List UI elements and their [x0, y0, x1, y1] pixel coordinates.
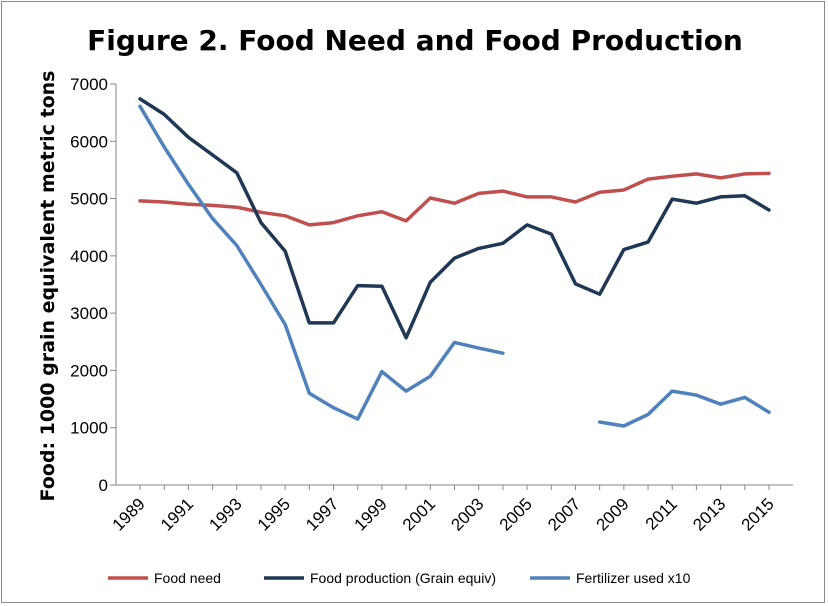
x-tick-label: 1999	[351, 494, 391, 534]
y-tick-label: 2000	[70, 361, 108, 380]
x-tick-label: 2005	[496, 494, 536, 534]
series-line-1	[138, 97, 771, 340]
y-tick-label: 7000	[70, 75, 108, 94]
series-lines	[138, 97, 771, 428]
x-tick-label: 2007	[544, 494, 584, 534]
legend-label-2: Fertilizer used x10	[576, 570, 691, 586]
x-tick-label: 2001	[399, 494, 439, 534]
y-tick-label: 5000	[70, 190, 108, 209]
y-tick-label: 3000	[70, 304, 108, 323]
axes	[110, 83, 793, 490]
y-axis-label: Food: 1000 grain equivalent metric tons	[37, 71, 59, 502]
x-tick-labels: 1989 1991 1993 1995 1997 1999 2001 2003 2005 2007…	[109, 494, 778, 534]
y-tick-label: 0	[99, 476, 108, 495]
legend-label-1: Food production (Grain equiv)	[310, 570, 496, 586]
x-tick-label: 2011	[642, 494, 681, 533]
series-line-0	[138, 171, 771, 227]
x-tick-label: 2009	[592, 494, 632, 534]
legend: Food need Food production (Grain equiv) Fe…	[108, 570, 691, 586]
y-tick-label: 1000	[70, 419, 108, 438]
x-tick-label: 2015	[738, 494, 778, 534]
y-tick-label: 4000	[70, 247, 108, 266]
x-tick-label: 1997	[302, 494, 342, 534]
chart-title: Figure 2. Food Need and Food Production	[87, 24, 743, 57]
x-tick-label: 2003	[447, 494, 487, 534]
x-tick-label: 1995	[254, 494, 294, 534]
y-tick-label: 6000	[70, 132, 108, 151]
y-tick-labels: 0 1000 2000 3000 4000 5000 6000 7000	[70, 75, 108, 495]
x-tick-label: 1991	[157, 494, 197, 534]
x-tick-label: 1993	[205, 494, 245, 534]
x-tick-label: 2013	[689, 494, 729, 534]
x-tick-label: 1989	[109, 494, 149, 534]
series-line-2	[138, 104, 771, 428]
legend-label-0: Food need	[154, 570, 221, 586]
